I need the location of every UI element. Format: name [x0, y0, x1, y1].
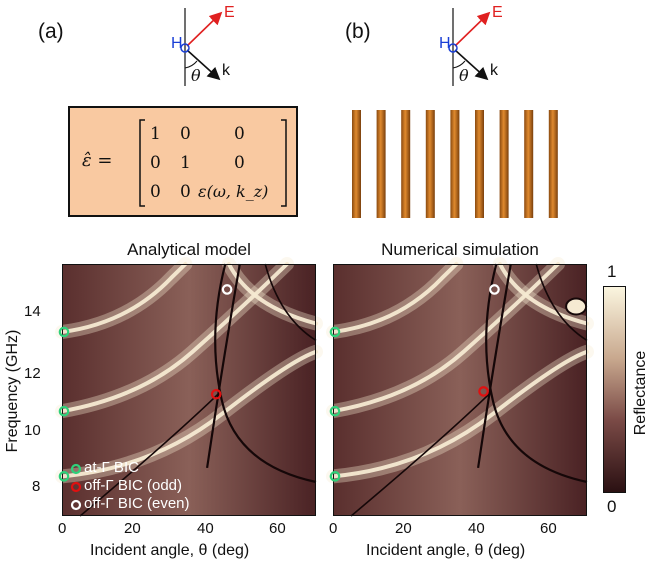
zero-reflectance-line [535, 263, 588, 342]
legend-at-gamma: at-Γ BIC [84, 459, 139, 476]
e-label-a: E [224, 4, 235, 21]
bic-marker [478, 386, 489, 397]
bic-marker [489, 284, 500, 295]
resonance-band [60, 349, 318, 479]
zero-reflectance-line [264, 263, 317, 342]
plot-title-analytical: Analytical model [127, 240, 251, 259]
resonance-band [331, 262, 560, 414]
xtick-b-0: 0 [329, 520, 338, 537]
resonance-band [60, 262, 289, 414]
ytick-12: 12 [24, 365, 41, 382]
bic-marker [329, 471, 341, 482]
bic-marker [58, 471, 70, 482]
xtick-a-40: 40 [197, 520, 214, 537]
legend-marker [70, 499, 82, 511]
zero-reflectance-line [206, 263, 241, 469]
rod [450, 110, 460, 218]
bic-marker [210, 388, 222, 400]
legend-marker [70, 481, 82, 493]
schematic-a [180, 8, 223, 86]
rod [475, 110, 484, 218]
m31: 0 [150, 182, 161, 202]
m33: ε(ω, k_z) [198, 182, 269, 201]
m11: 1 [150, 124, 161, 144]
k-label-b: k [490, 62, 498, 79]
zero-reflectance-line [485, 263, 588, 484]
resonance-band [226, 262, 318, 326]
m13: 0 [234, 124, 245, 144]
ylabel: Frequency (GHz) [4, 329, 21, 453]
bic-marker [329, 405, 341, 417]
k-vector-arrow [186, 49, 221, 81]
ytick-14: 14 [24, 303, 41, 320]
bic-marker [329, 326, 341, 338]
theta-label-b: θ [459, 66, 469, 85]
zero-reflectance-line [214, 263, 317, 484]
h-label-b: H [439, 35, 451, 52]
e-field-arrow [186, 11, 223, 47]
xtick-a-0: 0 [58, 520, 67, 537]
colorbar-label: Reflectance [632, 350, 648, 436]
legend-off-gamma-even: off-Γ BIC (even) [84, 495, 190, 512]
colorbar-min-label: 0 [607, 497, 617, 516]
bic-marker [58, 326, 70, 338]
xlabel-analytical: Incident angle, θ (deg) [90, 542, 250, 559]
resonance-band [60, 262, 188, 334]
bic-marker [221, 284, 233, 295]
m21: 0 [150, 153, 161, 173]
plot-frame [333, 264, 587, 516]
m22: 1 [180, 153, 191, 173]
e-label-b: E [492, 4, 503, 21]
bic-marker [58, 405, 70, 417]
heatmap-analytical [55, 257, 323, 517]
zero-reflectance-line [477, 263, 512, 469]
panel-b-label: (b) [345, 20, 371, 43]
zero-reflectance-line [350, 393, 490, 517]
schematic-b [448, 8, 491, 86]
panel-a-label: (a) [38, 20, 64, 43]
legend-off-gamma-odd: off-Γ BIC (odd) [84, 477, 183, 494]
rod-array [352, 110, 558, 218]
plot-title-numerical: Numerical simulation [381, 240, 539, 259]
rod [548, 110, 558, 218]
m12: 0 [180, 124, 191, 144]
colorbar-max-label: 1 [607, 262, 617, 281]
rod [425, 110, 435, 218]
permittivity-matrix [68, 106, 298, 217]
colorbar [603, 286, 626, 493]
xtick-b-20: 20 [395, 520, 412, 537]
heatmap-numerical [326, 257, 594, 517]
ytick-8: 8 [32, 478, 41, 495]
rod [524, 110, 534, 218]
matrix-lhs: ε̂ = [82, 150, 113, 171]
plot-frame [62, 264, 316, 516]
resonance-band [331, 349, 589, 479]
rod [401, 110, 411, 218]
matrix-brackets [139, 119, 287, 207]
resonance-island [565, 297, 588, 316]
h-field-circle [180, 43, 190, 53]
m32: 0 [180, 182, 191, 202]
xtick-b-40: 40 [468, 520, 485, 537]
theta-label-a: θ [191, 66, 201, 85]
zero-reflectance-line [79, 393, 219, 517]
rod [376, 110, 386, 218]
rod [499, 110, 509, 218]
legend-marker [70, 463, 82, 475]
h-label-a: H [171, 35, 183, 52]
resonance-band [331, 262, 459, 334]
m23: 0 [234, 153, 245, 173]
xlabel-numerical: Incident angle, θ (deg) [366, 542, 526, 559]
xtick-a-60: 60 [269, 520, 286, 537]
resonance-band [497, 262, 589, 326]
xtick-b-60: 60 [540, 520, 557, 537]
ytick-10: 10 [24, 422, 41, 439]
rod [352, 110, 361, 218]
xtick-a-20: 20 [124, 520, 141, 537]
k-label-a: k [222, 62, 230, 79]
